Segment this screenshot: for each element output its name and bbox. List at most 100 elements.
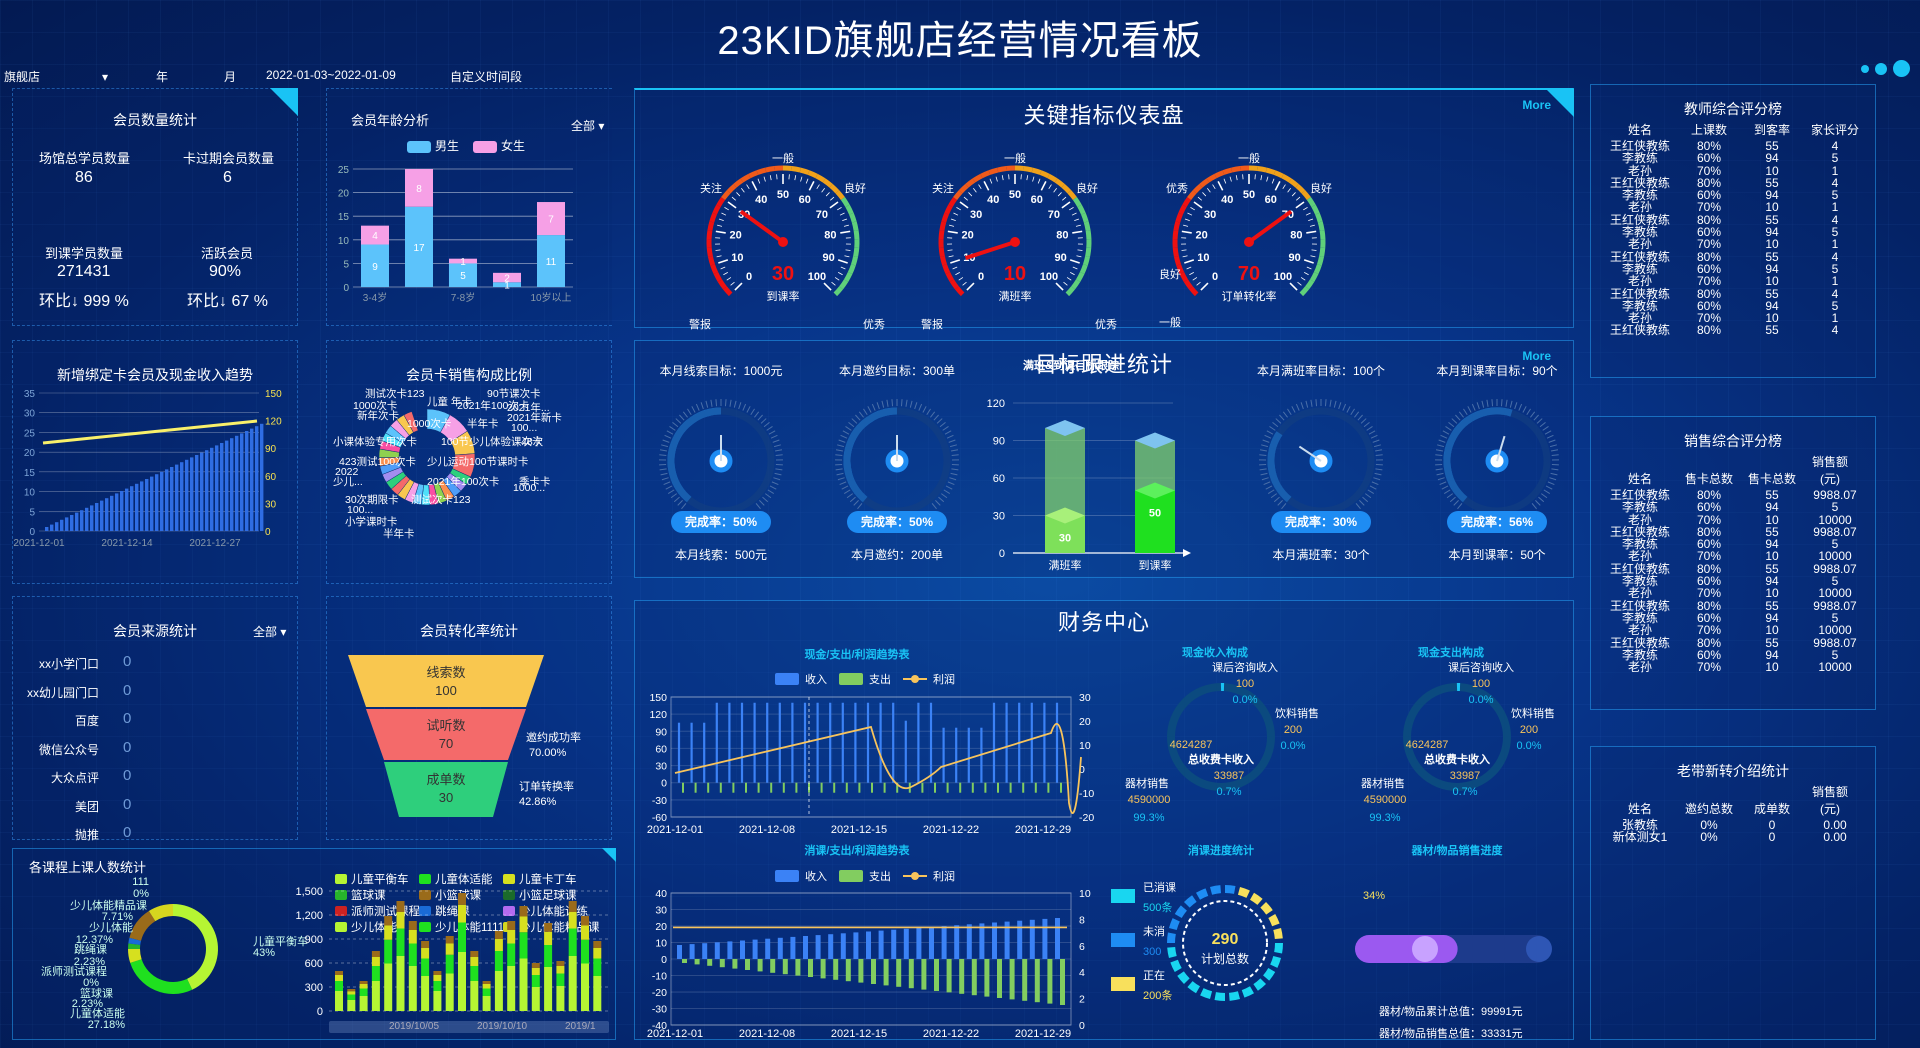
- date-range[interactable]: 2022-01-03~2022-01-09: [266, 68, 396, 82]
- month-select[interactable]: 月: [224, 70, 237, 84]
- gauge-tick: [1074, 218, 1080, 222]
- table-row[interactable]: 李教练 60% 94 5: [1601, 300, 1865, 313]
- target-tick: [1437, 477, 1445, 481]
- table-row[interactable]: 李教练 60% 94 5: [1601, 612, 1865, 625]
- target-tick: [1372, 439, 1380, 443]
- bar-income: [903, 928, 909, 959]
- store-select[interactable]: 旗舰店 ▾: [4, 70, 109, 84]
- table-row[interactable]: 老孙 70% 10 10000: [1601, 660, 1865, 675]
- bar-male: [449, 263, 477, 287]
- gauges-more-link[interactable]: More: [1522, 98, 1551, 112]
- source-filter-select[interactable]: 全部 ▾: [253, 625, 287, 639]
- table-row[interactable]: 老孙 70% 10 1: [1601, 163, 1865, 178]
- table-row[interactable]: 老孙 70% 10 1: [1601, 201, 1865, 214]
- legend-swatch: [503, 890, 515, 900]
- table-cell: 10: [1765, 660, 1779, 675]
- legend-label: 篮球课: [351, 888, 386, 902]
- table-row[interactable]: 老孙 70% 10 10000: [1601, 513, 1865, 526]
- target-tick: [836, 472, 844, 476]
- table-cell: 1: [1831, 237, 1839, 252]
- gauge-tick: [825, 192, 830, 197]
- table-cell: 李教练: [1621, 647, 1658, 662]
- table-row[interactable]: 老孙 70% 10 1: [1601, 237, 1865, 252]
- target-tick: [1530, 411, 1536, 418]
- bar: [215, 445, 219, 531]
- target-tick: [1540, 493, 1548, 499]
- table-row[interactable]: 李教练 60% 94 5: [1601, 152, 1865, 165]
- gauge-arc: [1039, 170, 1050, 179]
- table-row[interactable]: 李教练 60% 94 5: [1601, 226, 1865, 239]
- legend-label: 儿童体适能: [435, 872, 493, 886]
- gauge-tick: [1295, 196, 1301, 201]
- table-row[interactable]: 李教练 60% 94 5: [1601, 647, 1865, 662]
- bar-segment: [568, 901, 577, 912]
- table-cell: 王红侠教练: [1609, 635, 1670, 650]
- bar-segment: [581, 925, 589, 940]
- bar-segment: [544, 967, 553, 1011]
- legend-female[interactable]: 女生: [473, 137, 525, 154]
- gauge-arc: [1014, 165, 1024, 171]
- table-cell: 10000: [1818, 623, 1852, 638]
- donut-pct: 99.3%: [1369, 812, 1400, 824]
- table-row[interactable]: 李教练 60% 94 5: [1601, 575, 1865, 588]
- targets-more-link[interactable]: More: [1522, 349, 1551, 363]
- gauge-tick-label: 80: [824, 229, 836, 241]
- bar: [225, 440, 229, 531]
- target-tick: [1440, 434, 1448, 439]
- legend-label: 收入: [805, 672, 827, 686]
- x-tick: 2021-12-08: [739, 1028, 795, 1040]
- table-row[interactable]: 张教练 0% 0 0.00: [1601, 819, 1865, 832]
- table-row[interactable]: 老孙 70% 10 10000: [1601, 623, 1865, 638]
- table-row[interactable]: 老孙 70% 10 1: [1601, 274, 1865, 289]
- table-row[interactable]: 李教练 60% 94 5: [1601, 189, 1865, 202]
- table-row[interactable]: 王红侠教练 80% 55 9988.07: [1601, 561, 1865, 576]
- target-tick: [1282, 411, 1288, 418]
- table-cell: 老孙: [1627, 163, 1652, 178]
- table-cell: 王红侠教练: [1609, 561, 1670, 576]
- donut-label: 跳绳课: [74, 942, 107, 956]
- table-cell: 1: [1831, 274, 1839, 289]
- table-row[interactable]: 王红侠教练 80% 55 9988.07: [1601, 635, 1865, 650]
- bar-segment: [433, 975, 442, 981]
- year-select[interactable]: 年: [156, 70, 169, 84]
- legend-label: 收入: [805, 869, 827, 883]
- table-cell: 60%: [1696, 500, 1722, 515]
- age-filter-select[interactable]: 全部 ▾: [571, 119, 605, 133]
- table-row[interactable]: 王红侠教练 80% 55 4: [1601, 213, 1865, 226]
- pie-label: 小学课时卡: [345, 515, 398, 528]
- legend-male[interactable]: 男生: [407, 137, 459, 154]
- table-row[interactable]: 老孙 70% 10 10000: [1601, 587, 1865, 600]
- table-row[interactable]: 王红侠教练 80% 55 4: [1601, 140, 1865, 153]
- gauge-arc: [710, 264, 719, 275]
- bar-income: [840, 933, 846, 959]
- y2-tick: 150: [265, 389, 282, 400]
- target-tick: [1486, 399, 1489, 407]
- table-row[interactable]: 王红侠教练 80% 55 4: [1601, 287, 1865, 300]
- table-row[interactable]: 新体测女1 0% 0 0.00: [1601, 831, 1865, 843]
- bar-segment: [531, 963, 540, 968]
- y-tick: -30: [652, 1004, 667, 1016]
- target-tick: [687, 408, 692, 416]
- table-row[interactable]: 李教练 60% 94 5: [1601, 263, 1865, 276]
- table-row[interactable]: 王红侠教练 80% 55 9988.07: [1601, 526, 1865, 539]
- x-tick: 7-8岁: [451, 291, 475, 304]
- table-row[interactable]: 李教练 60% 94 5: [1601, 500, 1865, 515]
- bar: [185, 459, 189, 531]
- table-row[interactable]: 王红侠教练 80% 55 9988.07: [1601, 489, 1865, 502]
- table-row[interactable]: 李教练 60% 94 5: [1601, 538, 1865, 551]
- table-row[interactable]: 王红侠教练 80% 55 4: [1601, 250, 1865, 263]
- table-row[interactable]: 王红侠教练 80% 55 4: [1601, 324, 1865, 337]
- table-row[interactable]: 老孙 70% 10 10000: [1601, 550, 1865, 563]
- progress-value: 200条: [1143, 988, 1172, 1002]
- gauge-tick: [995, 176, 998, 182]
- table-row[interactable]: 王红侠教练 80% 55 9988.07: [1601, 598, 1865, 613]
- target-tick: [660, 472, 668, 476]
- custom-range-button[interactable]: 自定义时间段: [450, 70, 523, 84]
- target-tick: [842, 430, 850, 435]
- bar-segment: [445, 954, 454, 974]
- table-row[interactable]: 老孙 70% 10 1: [1601, 312, 1865, 325]
- bar-segment: [531, 975, 540, 987]
- x-tick: 2021-12-08: [739, 824, 795, 836]
- table-cell: 80%: [1696, 598, 1722, 613]
- table-row[interactable]: 王红侠教练 80% 55 4: [1601, 177, 1865, 190]
